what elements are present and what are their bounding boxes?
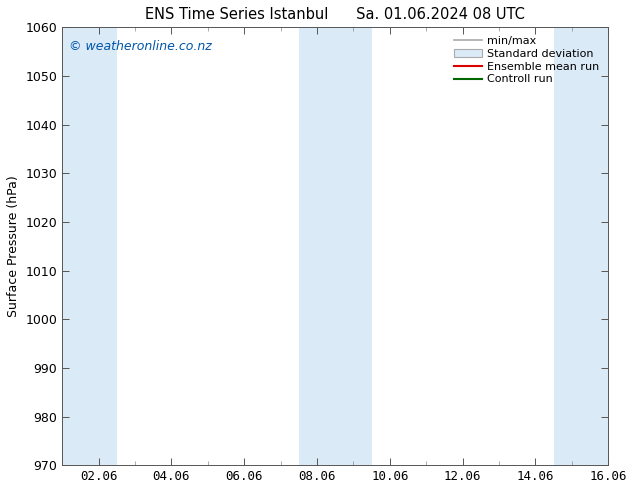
Bar (62, 27, 117, 465)
Title: ENS Time Series Istanbul      Sa. 01.06.2024 08 UTC: ENS Time Series Istanbul Sa. 01.06.2024 … (145, 7, 525, 22)
Y-axis label: Surface Pressure (hPa): Surface Pressure (hPa) (7, 175, 20, 317)
Legend: min/max, Standard deviation, Ensemble mean run, Controll run: min/max, Standard deviation, Ensemble me… (451, 33, 603, 88)
Bar (299, 27, 372, 465)
Bar (553, 27, 608, 465)
Text: © weatheronline.co.nz: © weatheronline.co.nz (68, 40, 212, 53)
